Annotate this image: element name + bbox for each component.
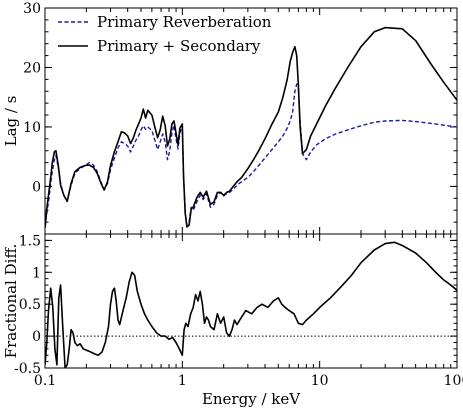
primary-secondary-line bbox=[45, 26, 457, 229]
y-tick-label: 20 bbox=[23, 60, 41, 76]
top-series bbox=[45, 26, 457, 229]
y-tick-label: 10 bbox=[23, 120, 41, 136]
x-axis-label: Energy / keV bbox=[202, 390, 301, 408]
y-tick-label: 1 bbox=[32, 265, 41, 281]
bottom-plot-frame bbox=[44, 233, 458, 369]
top-y-axis-label: Lag / s bbox=[2, 96, 20, 147]
primary-reverberation-line bbox=[45, 83, 457, 227]
y-tick-label: -0.5 bbox=[14, 361, 41, 377]
top-panel: 0 10 20 30 Lag / s Primary Reverberation Pr… bbox=[2, 1, 458, 235]
x-tick-label: 1 bbox=[178, 373, 187, 389]
y-tick-label: 1.5 bbox=[19, 233, 41, 249]
legend-label-primary-secondary: Primary + Secondary bbox=[97, 37, 261, 55]
legend: Primary Reverberation Primary + Secondar… bbox=[58, 13, 272, 55]
bottom-panel: 0.1 1 10 100 -0.5 0 0.5 1 1.5 Fractional Diff. E… bbox=[2, 233, 463, 408]
fractional-difference-line bbox=[45, 241, 457, 368]
bottom-series bbox=[45, 241, 457, 368]
bottom-ticks: 0.1 1 10 100 -0.5 0 0.5 1 1.5 bbox=[14, 233, 463, 389]
x-tick-label: 0.1 bbox=[34, 373, 56, 389]
x-tick-label: 100 bbox=[444, 373, 463, 389]
y-tick-label: 0.5 bbox=[19, 297, 41, 313]
y-tick-label: 0 bbox=[32, 179, 41, 195]
bottom-y-axis-label: Fractional Diff. bbox=[2, 244, 20, 359]
legend-label-primary-reverberation: Primary Reverberation bbox=[97, 13, 272, 31]
y-tick-label: 0 bbox=[32, 329, 41, 345]
x-tick-label: 10 bbox=[311, 373, 329, 389]
top-ticks: 0 10 20 30 bbox=[23, 1, 458, 235]
y-tick-label: 30 bbox=[23, 1, 41, 17]
